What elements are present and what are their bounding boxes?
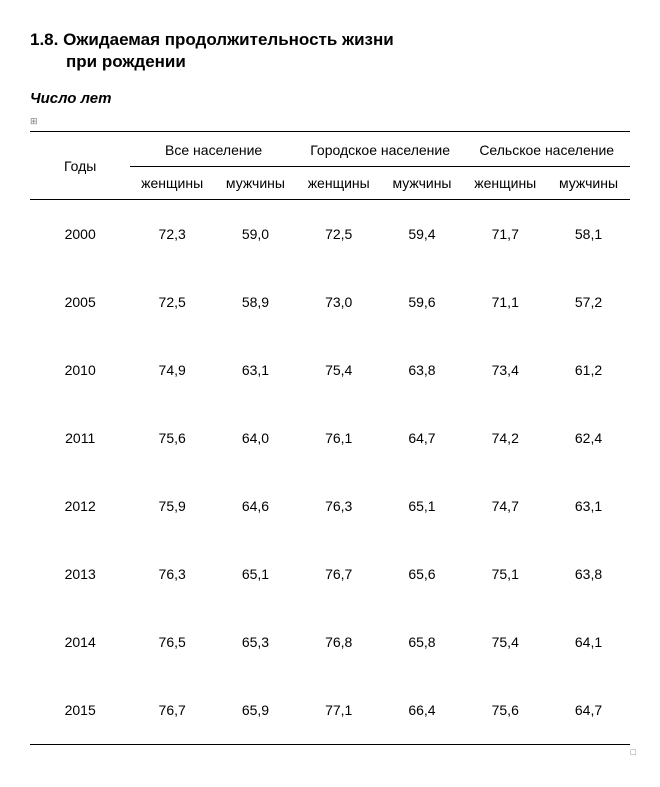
subtitle: Число лет	[30, 90, 640, 107]
value-cell: 76,7	[297, 540, 381, 608]
value-cell: 58,9	[214, 268, 297, 336]
page: 1.8. Ожидаемая продолжительность жизни п…	[0, 0, 660, 787]
value-cell: 76,7	[130, 676, 214, 745]
header-sub-urban-f: женщины	[297, 167, 381, 200]
year-cell: 2010	[30, 336, 130, 404]
table-header: Годы Все население Городское население С…	[30, 132, 630, 200]
value-cell: 64,6	[214, 472, 297, 540]
value-cell: 62,4	[547, 404, 630, 472]
value-cell: 76,8	[297, 608, 381, 676]
value-cell: 75,6	[130, 404, 214, 472]
value-cell: 74,9	[130, 336, 214, 404]
section-title: 1.8. Ожидаемая продолжительность жизни п…	[30, 30, 640, 72]
title-text-1: Ожидаемая продолжительность жизни	[63, 30, 394, 49]
value-cell: 76,3	[297, 472, 381, 540]
value-cell: 74,7	[463, 472, 547, 540]
year-cell: 2014	[30, 608, 130, 676]
header-sub-rural-f: женщины	[463, 167, 547, 200]
header-group-rural: Сельское население	[463, 132, 630, 167]
year-cell: 2005	[30, 268, 130, 336]
value-cell: 72,5	[130, 268, 214, 336]
value-cell: 57,2	[547, 268, 630, 336]
value-cell: 63,1	[214, 336, 297, 404]
table-anchor-icon: ⊞	[30, 116, 38, 126]
value-cell: 75,9	[130, 472, 214, 540]
header-sub-rural-m: мужчины	[547, 167, 630, 200]
value-cell: 75,1	[463, 540, 547, 608]
value-cell: 75,4	[463, 608, 547, 676]
header-sub-all-f: женщины	[130, 167, 214, 200]
value-cell: 59,0	[214, 200, 297, 269]
value-cell: 65,9	[214, 676, 297, 745]
value-cell: 65,6	[381, 540, 464, 608]
table-row: 201175,664,076,164,774,262,4	[30, 404, 630, 472]
value-cell: 64,7	[381, 404, 464, 472]
table-row: 200572,558,973,059,671,157,2	[30, 268, 630, 336]
value-cell: 63,8	[381, 336, 464, 404]
table-body: 200072,359,072,559,471,758,1200572,558,9…	[30, 200, 630, 745]
value-cell: 74,2	[463, 404, 547, 472]
value-cell: 76,1	[297, 404, 381, 472]
value-cell: 72,3	[130, 200, 214, 269]
section-number: 1.8.	[30, 30, 58, 50]
value-cell: 65,8	[381, 608, 464, 676]
header-sub-all-m: мужчины	[214, 167, 297, 200]
value-cell: 65,1	[381, 472, 464, 540]
value-cell: 76,3	[130, 540, 214, 608]
table-row: 201376,365,176,765,675,163,8	[30, 540, 630, 608]
value-cell: 65,1	[214, 540, 297, 608]
title-line-2: при рождении	[30, 52, 640, 72]
value-cell: 66,4	[381, 676, 464, 745]
header-sub-urban-m: мужчины	[381, 167, 464, 200]
header-row-groups: Годы Все население Городское население С…	[30, 132, 630, 167]
table-row: 201074,963,175,463,873,461,2	[30, 336, 630, 404]
value-cell: 73,0	[297, 268, 381, 336]
table-wrapper: ⊞ Годы Все население Городское население…	[30, 113, 640, 757]
value-cell: 61,2	[547, 336, 630, 404]
table-end-icon: □	[30, 747, 640, 757]
value-cell: 71,7	[463, 200, 547, 269]
title-line-1: 1.8. Ожидаемая продолжительность жизни	[30, 30, 640, 50]
value-cell: 59,6	[381, 268, 464, 336]
table-row: 200072,359,072,559,471,758,1	[30, 200, 630, 269]
value-cell: 73,4	[463, 336, 547, 404]
value-cell: 75,6	[463, 676, 547, 745]
value-cell: 64,0	[214, 404, 297, 472]
year-cell: 2015	[30, 676, 130, 745]
value-cell: 72,5	[297, 200, 381, 269]
header-group-urban: Городское население	[297, 132, 464, 167]
value-cell: 63,8	[547, 540, 630, 608]
year-cell: 2000	[30, 200, 130, 269]
table-row: 201576,765,977,166,475,664,7	[30, 676, 630, 745]
year-cell: 2011	[30, 404, 130, 472]
value-cell: 58,1	[547, 200, 630, 269]
value-cell: 64,1	[547, 608, 630, 676]
year-cell: 2013	[30, 540, 130, 608]
header-group-all: Все население	[130, 132, 297, 167]
value-cell: 77,1	[297, 676, 381, 745]
value-cell: 71,1	[463, 268, 547, 336]
value-cell: 75,4	[297, 336, 381, 404]
header-years: Годы	[30, 132, 130, 200]
year-cell: 2012	[30, 472, 130, 540]
value-cell: 76,5	[130, 608, 214, 676]
table-row: 201275,964,676,365,174,763,1	[30, 472, 630, 540]
value-cell: 59,4	[381, 200, 464, 269]
value-cell: 65,3	[214, 608, 297, 676]
table-row: 201476,565,376,865,875,464,1	[30, 608, 630, 676]
data-table: Годы Все население Городское население С…	[30, 131, 630, 745]
value-cell: 63,1	[547, 472, 630, 540]
value-cell: 64,7	[547, 676, 630, 745]
